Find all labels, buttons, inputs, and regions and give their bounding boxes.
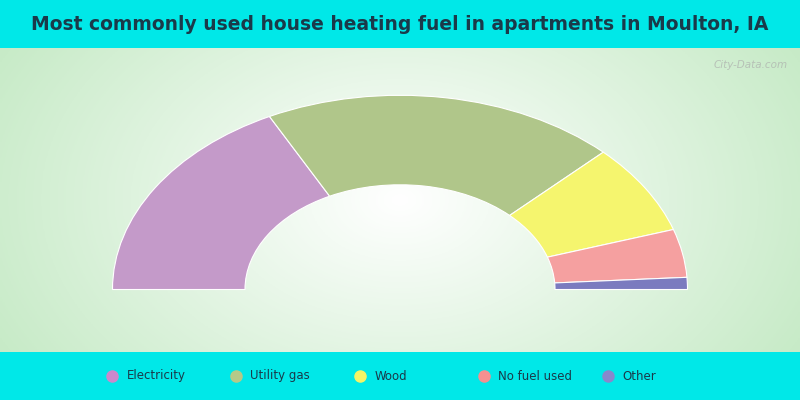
Wedge shape — [554, 277, 687, 290]
Text: City-Data.com: City-Data.com — [714, 60, 787, 70]
Text: Most commonly used house heating fuel in apartments in Moulton, IA: Most commonly used house heating fuel in… — [31, 14, 769, 34]
Wedge shape — [270, 95, 603, 216]
Wedge shape — [547, 230, 687, 283]
Text: Wood: Wood — [374, 370, 407, 382]
Wedge shape — [510, 152, 674, 257]
Text: No fuel used: No fuel used — [498, 370, 573, 382]
Wedge shape — [113, 116, 330, 290]
Text: Electricity: Electricity — [126, 370, 186, 382]
Text: Other: Other — [622, 370, 656, 382]
Text: Utility gas: Utility gas — [250, 370, 310, 382]
